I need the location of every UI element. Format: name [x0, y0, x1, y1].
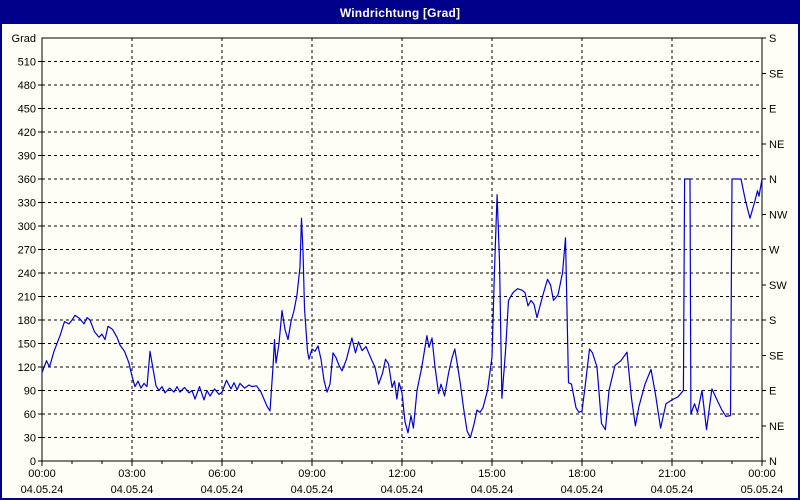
svg-text:300: 300 — [18, 221, 36, 233]
svg-text:60: 60 — [24, 409, 36, 421]
svg-text:04.05.24: 04.05.24 — [111, 484, 154, 496]
y-axis-right-labels: N NE E SE S SW W NW N NE E SE S — [762, 33, 788, 468]
svg-text:390: 390 — [18, 151, 36, 163]
y-axis-title: Grad — [12, 33, 36, 45]
svg-text:90: 90 — [24, 386, 36, 398]
chart-title: Windrichtung [Grad] — [339, 6, 461, 20]
svg-text:04.05.24: 04.05.24 — [471, 484, 514, 496]
svg-text:SW: SW — [769, 280, 787, 292]
svg-text:SE: SE — [769, 350, 784, 362]
svg-text:210: 210 — [18, 292, 36, 304]
svg-text:E: E — [769, 104, 776, 116]
title-bar: Windrichtung [Grad] — [2, 2, 798, 24]
svg-text:NE: NE — [769, 139, 784, 151]
svg-text:N: N — [769, 456, 777, 468]
svg-text:270: 270 — [18, 245, 36, 257]
svg-text:W: W — [769, 245, 780, 257]
svg-text:450: 450 — [18, 104, 36, 116]
svg-text:03:00: 03:00 — [118, 468, 146, 480]
svg-text:30: 30 — [24, 433, 36, 445]
svg-text:SE: SE — [769, 68, 784, 80]
v-gridlines — [131, 38, 673, 461]
data-line — [41, 178, 763, 439]
svg-text:120: 120 — [18, 362, 36, 374]
svg-text:240: 240 — [18, 268, 36, 280]
svg-text:150: 150 — [18, 339, 36, 351]
svg-text:510: 510 — [18, 57, 36, 69]
svg-text:N: N — [769, 174, 777, 186]
svg-text:S: S — [769, 315, 776, 327]
svg-text:S: S — [769, 33, 776, 45]
svg-text:NW: NW — [769, 209, 788, 221]
svg-text:00:00: 00:00 — [748, 468, 776, 480]
svg-text:04.05.24: 04.05.24 — [201, 484, 244, 496]
svg-text:04.05.24: 04.05.24 — [21, 484, 64, 496]
svg-text:04.05.24: 04.05.24 — [651, 484, 694, 496]
chart-host: 0 30 60 90 120 150 180 210 240 270 300 330 360 390 420… — [2, 24, 798, 498]
svg-text:330: 330 — [18, 198, 36, 210]
svg-text:09:00: 09:00 — [298, 468, 326, 480]
svg-text:04.05.24: 04.05.24 — [381, 484, 424, 496]
svg-text:04.05.24: 04.05.24 — [561, 484, 604, 496]
svg-text:06:00: 06:00 — [208, 468, 236, 480]
svg-text:04.05.24: 04.05.24 — [291, 484, 334, 496]
svg-text:E: E — [769, 386, 776, 398]
svg-text:NE: NE — [769, 421, 784, 433]
svg-text:12:00: 12:00 — [388, 468, 416, 480]
svg-text:18:00: 18:00 — [568, 468, 596, 480]
svg-text:15:00: 15:00 — [478, 468, 506, 480]
svg-text:21:00: 21:00 — [658, 468, 686, 480]
svg-text:00:00: 00:00 — [28, 468, 56, 480]
svg-text:480: 480 — [18, 80, 36, 92]
y-axis-left-labels: 0 30 60 90 120 150 180 210 240 270 300 330 360 390 420… — [12, 33, 42, 468]
x-axis-labels: 00:00 04.05.24 03:00 04.05.24 06:00 04.05.24 0… — [21, 461, 784, 496]
series-Windrichtung — [41, 178, 763, 439]
svg-text:0: 0 — [30, 456, 36, 468]
svg-text:05.05.24: 05.05.24 — [741, 484, 784, 496]
svg-text:420: 420 — [18, 127, 36, 139]
svg-text:180: 180 — [18, 315, 36, 327]
wind-direction-chart: 0 30 60 90 120 150 180 210 240 270 300 330 360 390 420… — [12, 33, 788, 496]
svg-text:360: 360 — [18, 174, 36, 186]
